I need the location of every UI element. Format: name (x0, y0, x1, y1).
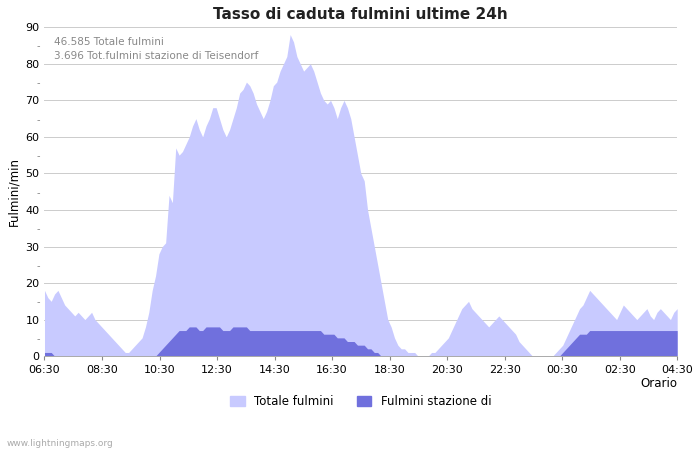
Y-axis label: Fulmini/min: Fulmini/min (7, 157, 20, 226)
X-axis label: Orario: Orario (640, 377, 677, 390)
Title: Tasso di caduta fulmini ultime 24h: Tasso di caduta fulmini ultime 24h (214, 7, 508, 22)
Legend: Totale fulmini, Fulmini stazione di: Totale fulmini, Fulmini stazione di (225, 390, 496, 413)
Text: 46.585 Totale fulmini
3.696 Tot.fulmini stazione di Teisendorf: 46.585 Totale fulmini 3.696 Tot.fulmini … (54, 37, 258, 61)
Text: www.lightningmaps.org: www.lightningmaps.org (7, 439, 113, 448)
